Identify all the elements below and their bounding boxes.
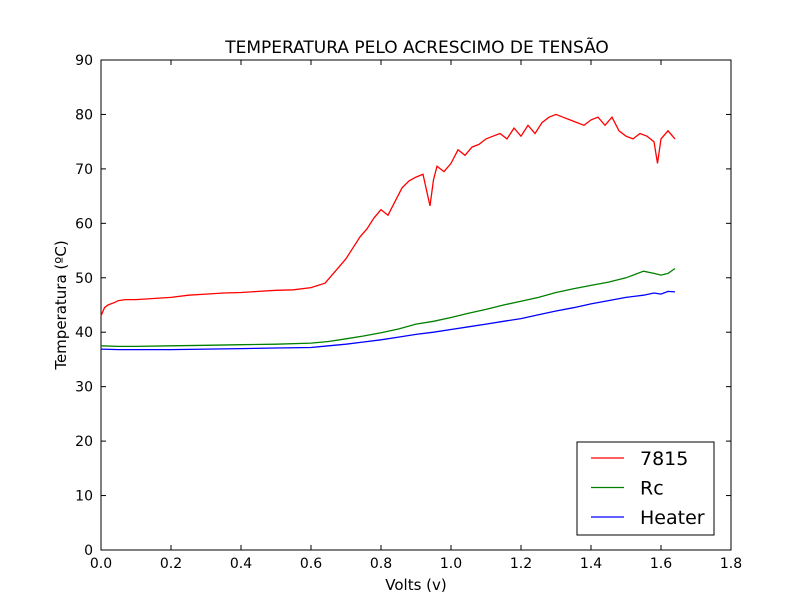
legend-label: Rc <box>640 478 664 500</box>
legend: 7815 Rc Heater <box>576 441 715 536</box>
y-tick-label: 20 <box>75 434 93 450</box>
plot-frame <box>100 59 732 551</box>
x-tick-label: 1.6 <box>650 556 672 572</box>
x-axis-label: Volts (v) <box>385 576 447 594</box>
x-tick-label: 1.0 <box>440 556 462 572</box>
x-tick-label: 0.8 <box>370 556 392 572</box>
chart-title: TEMPERATURA PELO ACRESCIMO DE TENSÃO <box>224 36 609 58</box>
plot-area <box>100 59 732 551</box>
x-tick-label: 1.4 <box>580 556 602 572</box>
series-lines <box>100 113 676 351</box>
legend-label: Heater <box>640 507 705 529</box>
series-line-rc <box>100 267 676 348</box>
x-tick-label: 0.2 <box>160 556 182 572</box>
x-tick-label: 1.8 <box>720 556 742 572</box>
legend-label: 7815 <box>640 448 688 470</box>
x-tick-label: 0.0 <box>90 556 112 572</box>
y-tick-label: 60 <box>75 216 93 232</box>
y-tick-label: 30 <box>75 380 93 396</box>
x-tick-label: 0.6 <box>300 556 322 572</box>
y-tick-label: 80 <box>75 107 93 123</box>
y-tick-label: 90 <box>75 53 93 69</box>
y-tick-label: 70 <box>75 162 93 178</box>
y-axis-label: Temperatura (ºC) <box>52 240 70 370</box>
y-tick-label: 40 <box>75 325 93 341</box>
x-tick-label: 0.4 <box>230 556 252 572</box>
y-tick-label: 50 <box>75 271 93 287</box>
y-tick-label: 0 <box>84 543 93 559</box>
series-line-heater <box>100 290 676 351</box>
x-tick-label: 1.2 <box>510 556 532 572</box>
y-tick-label: 10 <box>75 489 93 505</box>
axis-ticks: 0.0 0.2 0.4 0.6 0.8 1.0 1.2 1.4 1.6 1.8 0 10 20 30 40 5… <box>75 53 742 572</box>
series-line-7815 <box>100 113 676 317</box>
